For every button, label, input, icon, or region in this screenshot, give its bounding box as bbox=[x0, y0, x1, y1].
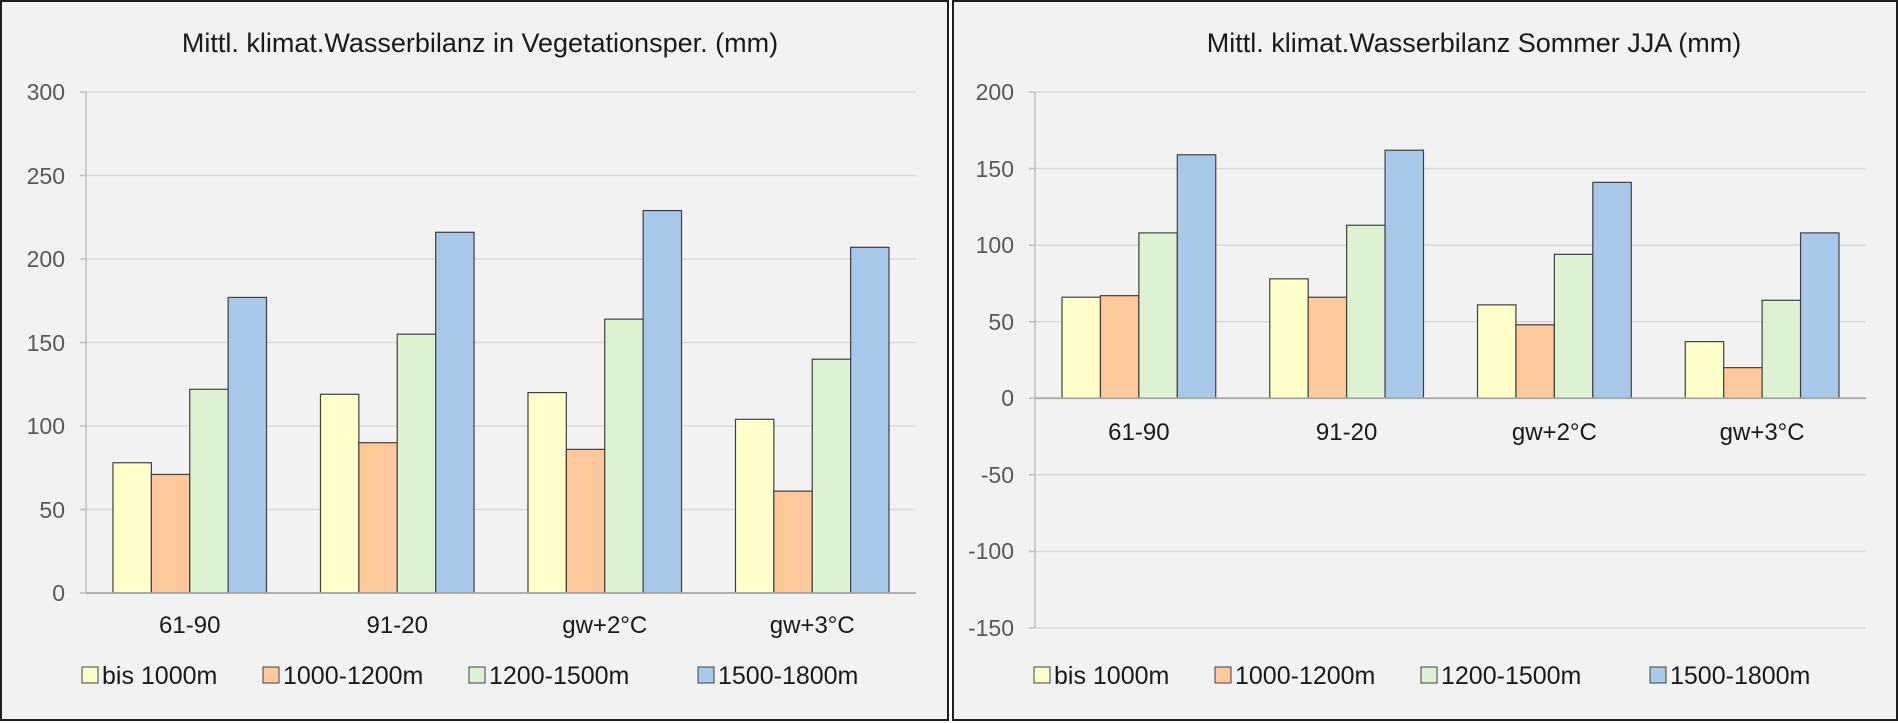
bar-bis-1000m-91-20 bbox=[319, 393, 360, 594]
legend-swatch-bis-1000m bbox=[81, 666, 99, 684]
bar-1500-1800m-gw+3°C bbox=[850, 246, 890, 594]
bar-bis-1000m-gw+2°C bbox=[1476, 304, 1517, 399]
y-tick-label: 100 bbox=[27, 413, 65, 439]
y-tick-label: 0 bbox=[52, 580, 65, 606]
legend: bis 1000m 1000-1200m 1200-1500m 1500-180… bbox=[81, 662, 858, 690]
legend-swatch-1500-1800m bbox=[697, 666, 715, 684]
y-tick-label: 250 bbox=[27, 163, 65, 189]
bar-1000-1200m-gw+2°C bbox=[1515, 324, 1555, 399]
legend-swatch-1000-1200m bbox=[1214, 666, 1232, 684]
axes bbox=[80, 91, 916, 594]
legend-swatch-1500-1800m bbox=[1649, 666, 1667, 684]
y-tick-label: 0 bbox=[1001, 385, 1014, 411]
legend-label: 1500-1800m bbox=[718, 662, 858, 690]
chart-panel-summer-jja: Mittl. klimat.Wasserbilanz Sommer JJA (m… bbox=[952, 0, 1898, 721]
legend-label: 1200-1500m bbox=[489, 662, 629, 690]
bar-1500-1800m-gw+2°C bbox=[642, 209, 683, 594]
category-labels: 61-90 91-20 gw+2°C gw+3°C bbox=[159, 612, 855, 639]
bar-1200-1500m-61-90 bbox=[1138, 232, 1178, 399]
chart-title: Mittl. klimat.Wasserbilanz Sommer JJA (m… bbox=[1207, 28, 1742, 58]
bar-1500-1800m-91-20 bbox=[435, 231, 475, 594]
chart-svg-vegetation-period: Mittl. klimat.Wasserbilanz in Vegetation… bbox=[27, 28, 916, 690]
bar-bis-1000m-gw+3°C bbox=[1684, 341, 1725, 399]
bar-1500-1800m-91-20 bbox=[1384, 149, 1425, 399]
legend-swatch-1000-1200m bbox=[262, 666, 280, 684]
category-label: gw+3°C bbox=[1720, 419, 1805, 446]
legend-label: 1000-1200m bbox=[1235, 662, 1375, 690]
bar-bis-1000m-61-90 bbox=[1061, 296, 1102, 399]
category-label: gw+2°C bbox=[562, 612, 647, 639]
bar-1200-1500m-91-20 bbox=[396, 333, 437, 594]
legend-label: bis 1000m bbox=[1054, 662, 1169, 690]
category-label: 91-20 bbox=[1316, 419, 1377, 446]
category-label: 61-90 bbox=[159, 612, 220, 639]
y-tick-label: 150 bbox=[976, 156, 1014, 182]
y-tick-label: 300 bbox=[27, 79, 65, 105]
chart-svg-summer-jja: Mittl. klimat.Wasserbilanz Sommer JJA (m… bbox=[968, 28, 1866, 690]
bar-bis-1000m-61-90 bbox=[112, 462, 152, 594]
category-label: gw+3°C bbox=[770, 612, 855, 639]
y-tick-label: -150 bbox=[968, 615, 1014, 641]
bar-bis-1000m-gw+3°C bbox=[734, 418, 775, 594]
category-labels: 61-90 91-20 gw+2°C gw+3°C bbox=[1108, 419, 1804, 446]
bar-1500-1800m-gw+2°C bbox=[1592, 181, 1632, 399]
bar-1200-1500m-91-20 bbox=[1346, 224, 1386, 399]
bar-1000-1200m-61-90 bbox=[1099, 295, 1140, 399]
legend: bis 1000m 1000-1200m 1200-1500m 1500-180… bbox=[1033, 662, 1810, 690]
axes bbox=[1029, 91, 1866, 629]
bar-1000-1200m-91-20 bbox=[358, 442, 398, 594]
category-label: 91-20 bbox=[367, 612, 428, 639]
y-tick-label: 100 bbox=[976, 232, 1014, 258]
category-label: 61-90 bbox=[1108, 419, 1169, 446]
y-tick-label: 50 bbox=[39, 497, 65, 523]
y-tick-label: -50 bbox=[981, 462, 1014, 488]
bar-1000-1200m-91-20 bbox=[1307, 296, 1348, 399]
y-tick-label: 200 bbox=[976, 79, 1014, 105]
chart-title: Mittl. klimat.Wasserbilanz in Vegetation… bbox=[182, 28, 778, 58]
bar-bis-1000m-91-20 bbox=[1269, 278, 1309, 399]
legend-label: 1500-1800m bbox=[1670, 662, 1810, 690]
legend-swatch-1200-1500m bbox=[1420, 666, 1438, 684]
legend-label: bis 1000m bbox=[102, 662, 217, 690]
legend-swatch-bis-1000m bbox=[1033, 666, 1051, 684]
y-tick-label: 150 bbox=[27, 330, 65, 356]
bar-1200-1500m-61-90 bbox=[189, 388, 229, 594]
bars bbox=[112, 209, 890, 594]
bar-1200-1500m-gw+2°C bbox=[604, 318, 644, 594]
bar-1000-1200m-gw+2°C bbox=[565, 448, 606, 594]
y-tick-label: 50 bbox=[988, 309, 1014, 335]
bar-bis-1000m-gw+2°C bbox=[527, 392, 567, 594]
bar-1500-1800m-61-90 bbox=[1176, 154, 1217, 399]
legend-label: 1200-1500m bbox=[1441, 662, 1581, 690]
y-axis-ticks: 200 150 100 50 0 -50 -100 -150 bbox=[968, 79, 1014, 641]
bar-1500-1800m-61-90 bbox=[227, 296, 268, 594]
legend-swatch-1200-1500m bbox=[468, 666, 486, 684]
y-tick-label: -100 bbox=[968, 538, 1014, 564]
category-label: gw+2°C bbox=[1512, 419, 1597, 446]
bar-1500-1800m-gw+3°C bbox=[1799, 232, 1840, 399]
chart-panel-vegetation-period: Mittl. klimat.Wasserbilanz in Vegetation… bbox=[0, 0, 949, 721]
bar-1000-1200m-gw+3°C bbox=[1723, 367, 1763, 399]
bar-1200-1500m-gw+3°C bbox=[811, 358, 852, 594]
bar-1000-1200m-gw+3°C bbox=[773, 490, 813, 594]
bar-1200-1500m-gw+2°C bbox=[1553, 253, 1594, 399]
y-tick-label: 200 bbox=[27, 246, 65, 272]
bars bbox=[1061, 149, 1840, 399]
bar-1200-1500m-gw+3°C bbox=[1761, 299, 1802, 399]
bar-1000-1200m-61-90 bbox=[150, 473, 191, 594]
legend-label: 1000-1200m bbox=[283, 662, 423, 690]
y-axis-ticks: 300 250 200 150 100 50 0 bbox=[27, 79, 65, 606]
